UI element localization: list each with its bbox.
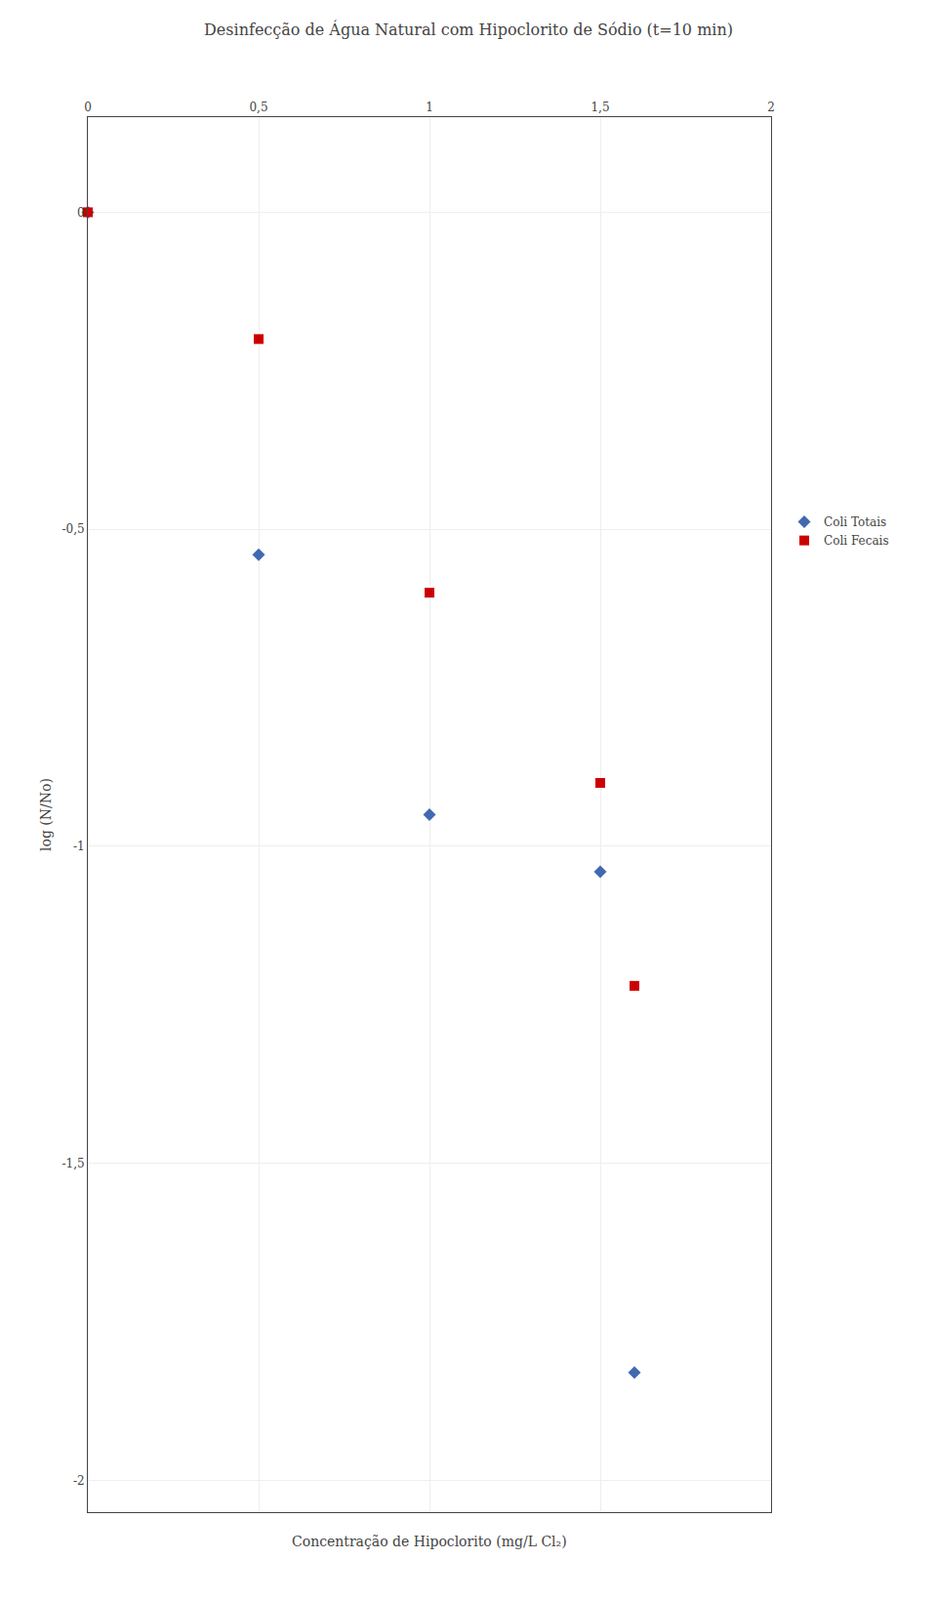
svg-text:-2: -2 xyxy=(73,1473,85,1488)
svg-text:-0,5: -0,5 xyxy=(61,522,84,536)
svg-text:Coli Fecais: Coli Fecais xyxy=(823,533,890,548)
svg-text:Concentração de Hipoclorito (m: Concentração de Hipoclorito (mg/L Cl₂) xyxy=(291,1533,568,1549)
svg-text:Desinfecção de Água Natural co: Desinfecção de Água Natural com Hipoclor… xyxy=(203,19,734,40)
svg-text:log (N/No): log (N/No) xyxy=(38,777,54,852)
svg-text:Coli Totais: Coli Totais xyxy=(823,515,887,530)
svg-text:2: 2 xyxy=(767,100,775,115)
svg-text:0: 0 xyxy=(77,205,85,220)
svg-text:0,5: 0,5 xyxy=(248,100,268,115)
svg-text:1: 1 xyxy=(425,100,434,115)
svg-text:1,5: 1,5 xyxy=(590,100,610,115)
svg-text:-1: -1 xyxy=(73,839,85,854)
svg-text:0: 0 xyxy=(83,100,92,115)
svg-text:-1,5: -1,5 xyxy=(61,1156,84,1171)
